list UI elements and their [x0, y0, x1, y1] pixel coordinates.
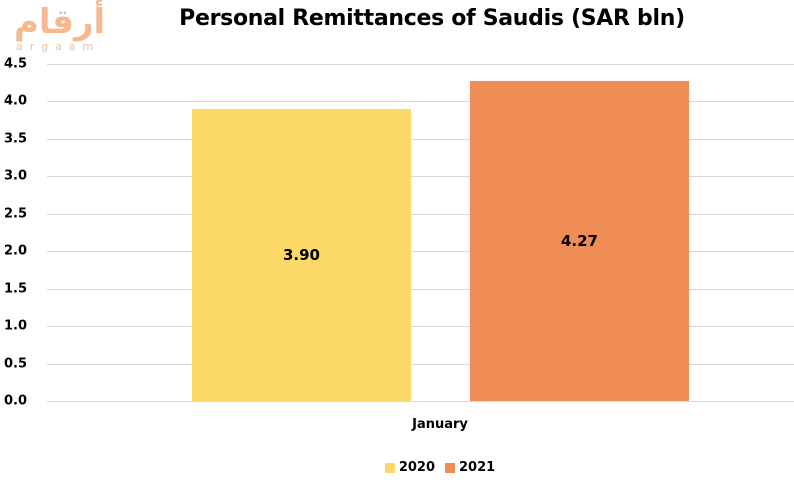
- y-tick-label: 2.0: [4, 243, 28, 259]
- legend-swatch-2020: [384, 462, 395, 473]
- y-tick-label: 2.5: [4, 206, 28, 222]
- gridline: [47, 401, 794, 402]
- gridline: [47, 101, 794, 103]
- gridline: [47, 288, 794, 290]
- legend-label-2021: 2021: [459, 460, 496, 475]
- chart-title: Personal Remittances of Saudis (SAR bln): [179, 6, 685, 31]
- gridline: [47, 64, 794, 65]
- gridline: [47, 176, 794, 178]
- legend-item-2021: 2021: [445, 460, 495, 475]
- gridline: [47, 138, 794, 140]
- legend-item-2020: 2020: [384, 460, 435, 475]
- plot-area: [47, 0, 794, 485]
- y-tick-label: 4.5: [4, 56, 28, 72]
- y-tick-label: 3.5: [4, 131, 28, 147]
- legend-label-2020: 2020: [398, 460, 435, 475]
- y-tick-label: 1.0: [4, 318, 28, 334]
- y-tick-label: 0.5: [4, 356, 28, 372]
- bar-2021: 4.27: [470, 81, 689, 401]
- x-axis-category-label: January: [412, 417, 468, 432]
- logo-arabic-text: أرقام: [14, 2, 106, 42]
- y-tick-label: 0.0: [4, 393, 28, 409]
- bar-value-label: 4.27: [560, 232, 598, 251]
- legend-swatch-2021: [445, 462, 455, 473]
- gridline: [47, 251, 794, 253]
- gridline: [47, 363, 794, 365]
- bar-2020: 3.90: [192, 108, 411, 401]
- argaam-logo: أرقام argaam: [4, 2, 114, 53]
- legend: 2020 2021: [0, 460, 794, 475]
- y-tick-label: 4.0: [4, 93, 28, 109]
- bar-value-label: 3.90: [282, 245, 320, 264]
- y-tick-label: 1.5: [4, 281, 28, 297]
- gridline: [47, 326, 794, 328]
- logo-latin-text: argaam: [16, 40, 101, 53]
- gridline: [47, 213, 794, 215]
- y-tick-label: 3.0: [4, 168, 28, 184]
